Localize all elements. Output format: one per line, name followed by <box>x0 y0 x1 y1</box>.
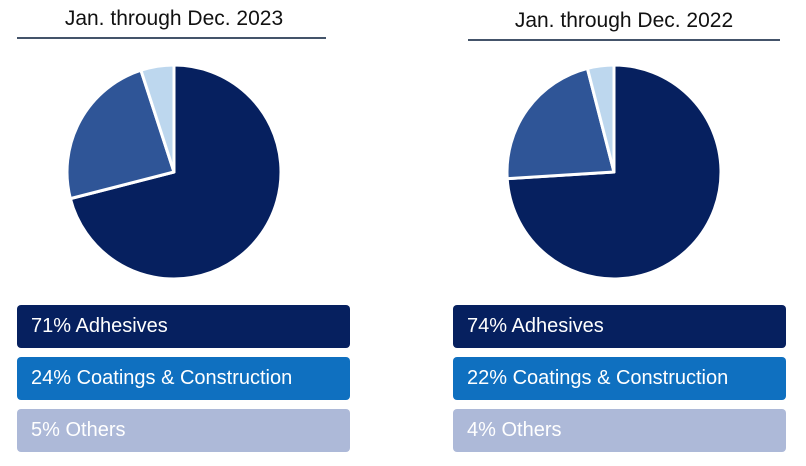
chart-panel-2022: Jan. through Dec. 2022 74% Adhesives 22%… <box>452 0 792 466</box>
slice-others <box>139 63 176 174</box>
slice-coatings-construction <box>65 68 176 201</box>
slice-others <box>585 63 616 174</box>
chart-panel-2023: Jan. through Dec. 2023 71% Adhesives 24%… <box>14 0 354 466</box>
legend-others: 5% Others <box>17 409 350 452</box>
slice-coatings-construction <box>505 66 616 181</box>
slice-adhesives <box>68 63 283 281</box>
title-underline <box>468 39 780 41</box>
title-underline <box>17 37 326 39</box>
legend-adhesives: 71% Adhesives <box>17 305 350 348</box>
pie-chart-2023 <box>65 63 283 281</box>
legend-coatings-construction: 22% Coatings & Construction <box>453 357 786 400</box>
legend-adhesives: 74% Adhesives <box>453 305 786 348</box>
legend-coatings-construction: 24% Coatings & Construction <box>17 357 350 400</box>
pie-chart-2022 <box>505 63 723 281</box>
legend-others: 4% Others <box>453 409 786 452</box>
chart-title: Jan. through Dec. 2022 <box>514 9 734 32</box>
chart-title: Jan. through Dec. 2023 <box>64 7 284 30</box>
